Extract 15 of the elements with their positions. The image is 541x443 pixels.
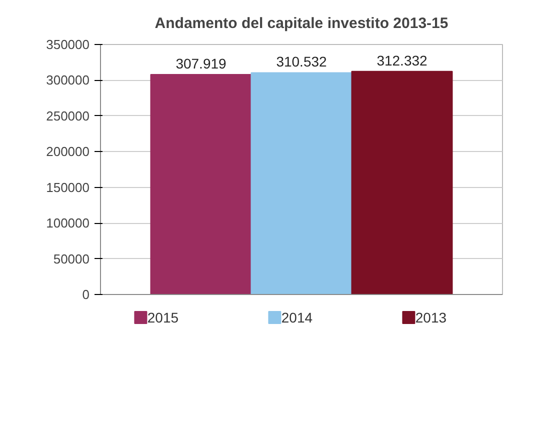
y-tick-label: 0 bbox=[82, 287, 90, 302]
y-tick-label: 300000 bbox=[46, 72, 90, 88]
data-label: 310.532 bbox=[276, 54, 328, 70]
y-tick-label: 250000 bbox=[46, 108, 90, 124]
y-tick-label: 150000 bbox=[46, 180, 90, 195]
y-tick-label: 200000 bbox=[46, 144, 90, 160]
y-tick-label: 350000 bbox=[46, 37, 90, 52]
legend-label: 2015 bbox=[147, 310, 179, 326]
data-label: 312.332 bbox=[376, 52, 428, 68]
legend-label: 2013 bbox=[415, 310, 447, 326]
legend-label: 2014 bbox=[281, 310, 313, 326]
y-tick-label: 100000 bbox=[46, 216, 90, 231]
data-label: 307.919 bbox=[176, 56, 227, 72]
y-tick-label: 50000 bbox=[53, 251, 90, 266]
chart-title: Andamento del capitale investito 2013-15 bbox=[154, 15, 448, 32]
